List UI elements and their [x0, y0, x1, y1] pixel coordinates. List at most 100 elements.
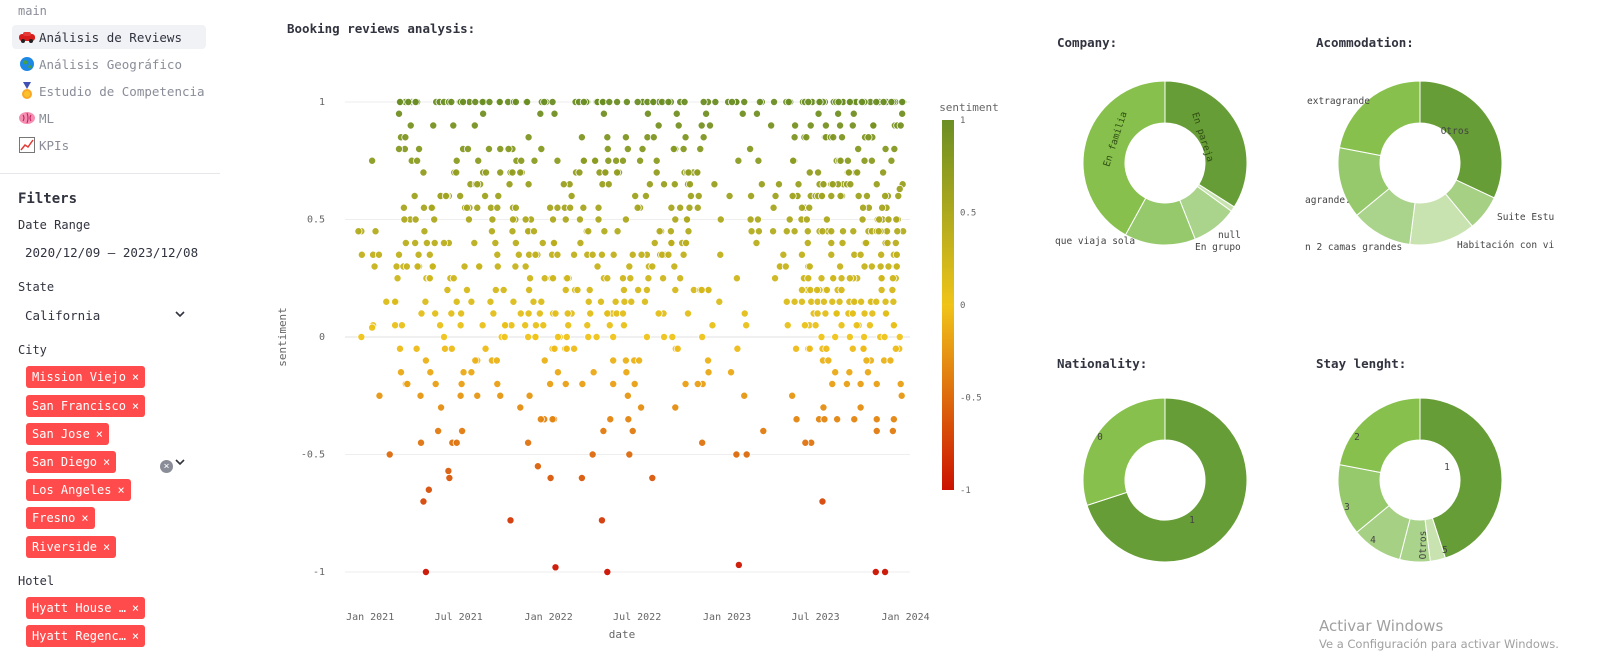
scatter-point	[441, 192, 450, 201]
scatter-point	[516, 168, 525, 177]
nav-item-estudio-competencia[interactable]: Estudio de Competencia	[12, 79, 206, 103]
scatter-point	[493, 203, 502, 212]
accommodation-donut-chart[interactable]: Otros Suite Estu Habitación con vi n 2 cama…	[1305, 70, 1595, 270]
scatter-point	[882, 309, 891, 318]
scatter-point	[836, 156, 845, 165]
scatter-point	[400, 215, 409, 224]
scatter-point	[429, 121, 438, 130]
remove-icon[interactable]: ×	[131, 601, 140, 615]
nav-item-analisis-geografico[interactable]: Análisis Geográfico	[12, 52, 206, 76]
remove-icon[interactable]: ×	[103, 540, 111, 554]
scatter-point	[357, 332, 366, 341]
nav-item-ml[interactable]: ML	[12, 106, 206, 130]
chevron-down-icon[interactable]	[174, 308, 186, 320]
scatter-point	[684, 168, 693, 177]
scatter-point	[859, 344, 868, 353]
slice-label: 1	[1189, 515, 1195, 526]
scatter-point	[463, 145, 472, 154]
scatter-point	[470, 238, 479, 247]
clear-all-icon[interactable]: ×	[160, 460, 173, 473]
nav-item-kpis[interactable]: KPIs	[12, 133, 206, 157]
scatter-point	[880, 332, 889, 341]
scatter-point	[814, 109, 823, 118]
scatter-point	[732, 450, 741, 459]
scatter-point	[474, 156, 483, 165]
remove-icon[interactable]: ×	[103, 455, 111, 469]
scatter-point	[618, 274, 627, 283]
scatter-point	[427, 203, 436, 212]
scatter-point	[650, 238, 659, 247]
stay-length-donut-chart[interactable]: 1 5 Otros 4 3 2	[1305, 395, 1545, 595]
x-axis-label: date	[609, 628, 636, 641]
hotel-tag[interactable]: Hyatt House … ×	[26, 597, 146, 619]
page-title: Booking reviews analysis:	[287, 21, 476, 36]
state-label: State	[18, 280, 55, 294]
scatter-point	[664, 250, 673, 259]
x-tick-label: Jul 2022	[613, 612, 661, 623]
colorbar-tick-label: 0	[960, 301, 965, 311]
scatter-point	[579, 203, 588, 212]
remove-icon[interactable]: ×	[117, 483, 125, 497]
scatter-point	[872, 426, 881, 435]
scatter-point	[802, 133, 811, 142]
city-tag[interactable]: San Francisco ×	[26, 395, 146, 417]
scatter-point	[458, 426, 467, 435]
scatter-point	[844, 168, 853, 177]
scatter-point	[517, 156, 526, 165]
scatter-point	[711, 97, 720, 106]
scatter-point	[804, 274, 813, 283]
remove-icon[interactable]: ×	[131, 370, 140, 384]
scatter-point	[654, 121, 663, 130]
scatter-point	[669, 145, 678, 154]
scatter-point	[563, 309, 572, 318]
scatter-point	[599, 426, 608, 435]
scatter-point	[462, 285, 471, 294]
scatter-point	[828, 379, 837, 388]
slice-label: 2	[1354, 432, 1360, 443]
remove-icon[interactable]: ×	[95, 427, 104, 441]
remove-icon[interactable]: ×	[131, 629, 140, 643]
scatter-point	[898, 97, 907, 106]
scatter-point	[391, 297, 400, 306]
scatter-point	[562, 344, 571, 353]
scatter-point	[485, 97, 494, 106]
scatter-point	[676, 203, 685, 212]
chevron-down-icon[interactable]	[174, 456, 186, 468]
scatter-point	[579, 156, 588, 165]
scatter-point	[473, 203, 482, 212]
remove-icon[interactable]: ×	[131, 399, 140, 413]
scatter-point	[654, 309, 663, 318]
slice-label: 4	[1370, 535, 1376, 546]
hotel-tag[interactable]: Hyatt Regenc… ×	[26, 625, 146, 647]
accommodation-chart-title: Acommodation:	[1316, 35, 1414, 50]
date-range-input[interactable]: 2020/12/09 – 2023/12/08	[25, 245, 199, 260]
scatter-point	[802, 215, 811, 224]
scatter-point	[499, 285, 508, 294]
city-tag[interactable]: San Diego ×	[26, 451, 117, 473]
scatter-point	[421, 297, 430, 306]
sentiment-scatter-chart[interactable]: 1 0.5 0 -0.5 -1 Jan 2021 Jul 2021 Jan 2022 Jul 2…	[270, 90, 1030, 655]
city-tag[interactable]: Los Angeles ×	[26, 479, 131, 501]
nav-item-analisis-reviews[interactable]: Análisis de Reviews	[12, 25, 206, 49]
scatter-point	[611, 297, 620, 306]
scatter-point	[805, 344, 814, 353]
scatter-point	[609, 332, 618, 341]
scatter-point	[395, 344, 404, 353]
colorbar-title: sentiment	[939, 101, 999, 114]
city-tag[interactable]: Mission Viejo ×	[26, 366, 146, 388]
scatter-point	[863, 368, 872, 377]
scatter-point	[892, 250, 901, 259]
city-tag[interactable]: Riverside ×	[26, 536, 117, 558]
scatter-point	[452, 438, 461, 447]
state-select[interactable]: California	[25, 308, 101, 323]
city-tag[interactable]: San Jose ×	[26, 423, 110, 445]
city-tag[interactable]: Fresno ×	[26, 507, 95, 529]
scatter-point	[633, 203, 642, 212]
scatter-point	[785, 215, 794, 224]
remove-icon[interactable]: ×	[81, 511, 89, 525]
scatter-point	[638, 145, 647, 154]
nationality-donut-chart[interactable]: 10	[1050, 395, 1290, 595]
scatter-point	[877, 274, 886, 283]
scatter-point	[645, 180, 654, 189]
